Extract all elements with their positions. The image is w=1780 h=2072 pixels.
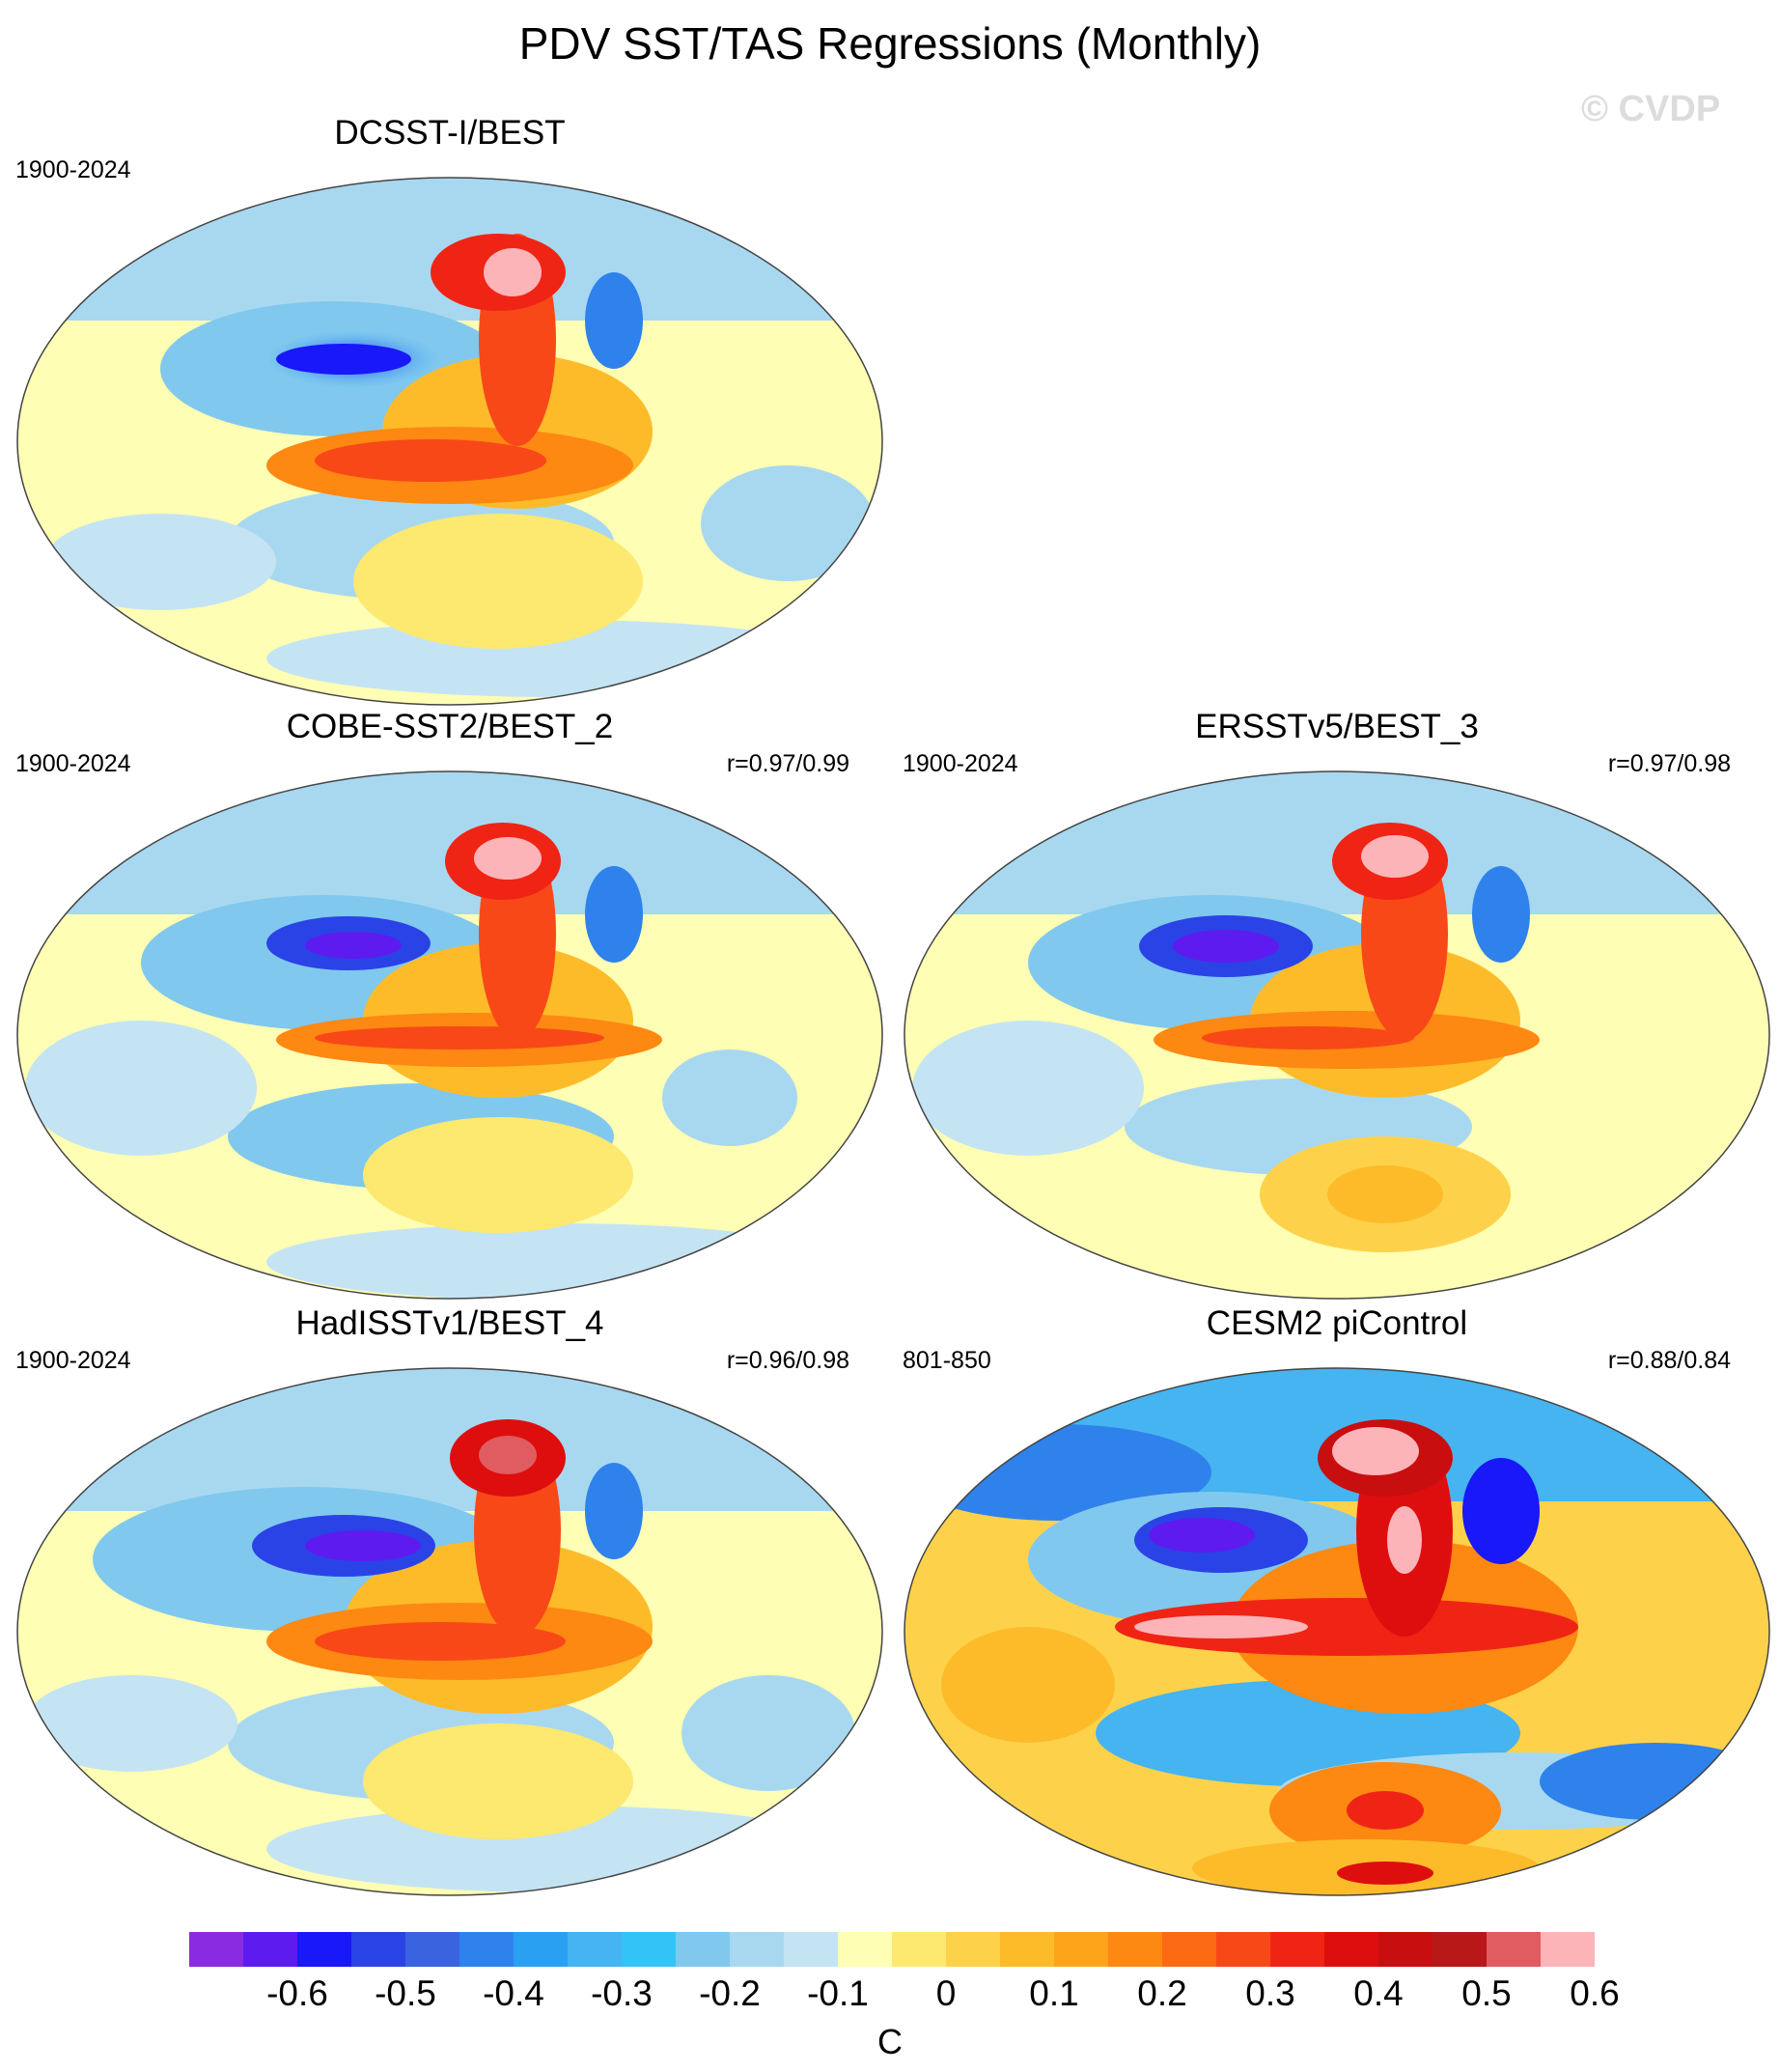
panel-correlation: r=0.97/0.99 bbox=[726, 750, 849, 777]
colorbar-swatch bbox=[622, 1932, 676, 1967]
colorbar-tick: -0.6 bbox=[266, 1974, 328, 2013]
colorbar-tick: 0.1 bbox=[1029, 1974, 1079, 2013]
map-panel-cobe: COBE-SST2/BEST_2 1900-2024 r=0.97/0.99 bbox=[15, 708, 883, 1300]
colorbar-units: C bbox=[877, 2022, 903, 2061]
colorbar-swatch bbox=[297, 1932, 351, 1967]
colorbar-swatch bbox=[1000, 1932, 1054, 1967]
panel-period: 1900-2024 bbox=[15, 156, 131, 183]
panel-correlation: r=0.96/0.98 bbox=[726, 1347, 849, 1374]
map-panel-hadisst: HadISSTv1/BEST_4 1900-2024 r=0.96/0.98 bbox=[15, 1304, 883, 1896]
colorbar-tick: 0.3 bbox=[1245, 1974, 1295, 2013]
map-panel-ersst: ERSSTv5/BEST_3 1900-2024 r=0.97/0.98 bbox=[903, 708, 1770, 1300]
figure-title: PDV SST/TAS Regressions (Monthly) bbox=[518, 18, 1262, 69]
panel-period: 801-850 bbox=[903, 1347, 991, 1374]
regression-map bbox=[16, 1367, 883, 1896]
colorbar-tick: 0.5 bbox=[1461, 1974, 1512, 2013]
colorbar-tick: -0.3 bbox=[591, 1974, 653, 2013]
panel-title: CESM2 piControl bbox=[1206, 1304, 1468, 1342]
colorbar-tick: -0.4 bbox=[483, 1974, 544, 2013]
colorbar-swatch bbox=[1324, 1932, 1378, 1967]
colorbar-tick: -0.2 bbox=[699, 1974, 761, 2013]
panel-period: 1900-2024 bbox=[15, 750, 131, 777]
colorbar-swatch bbox=[730, 1932, 784, 1967]
colorbar-swatch bbox=[838, 1932, 892, 1967]
panel-correlation: r=0.88/0.84 bbox=[1607, 1347, 1731, 1374]
colorbar-swatch bbox=[946, 1932, 1000, 1967]
map-panel-cesm2: CESM2 piControl 801-850 r=0.88/0.84 bbox=[903, 1304, 1770, 1896]
regression-map bbox=[904, 770, 1770, 1300]
colorbar-swatch bbox=[1378, 1932, 1432, 1967]
panel-title: DCSST-I/BEST bbox=[334, 114, 566, 152]
colorbar-swatch bbox=[459, 1932, 514, 1967]
colorbar-swatch bbox=[1108, 1932, 1162, 1967]
colorbar-swatch bbox=[243, 1932, 297, 1967]
colorbar-swatch bbox=[676, 1932, 730, 1967]
colorbar-tick-labels: -0.6 -0.5 -0.4 -0.3 -0.2 -0.1 0 0.1 0.2 0.3 0.4 0.5… bbox=[0, 1974, 1780, 2022]
colorbar-tick: 0.6 bbox=[1570, 1974, 1620, 2013]
panel-title: ERSSTv5/BEST_3 bbox=[1195, 708, 1479, 745]
colorbar-swatch bbox=[892, 1932, 946, 1967]
colorbar-swatch bbox=[405, 1932, 459, 1967]
colorbar-tick: 0 bbox=[935, 1974, 957, 2013]
panel-title: HadISSTv1/BEST_4 bbox=[295, 1304, 604, 1342]
regression-map bbox=[16, 770, 883, 1300]
colorbar-swatch bbox=[1216, 1932, 1270, 1967]
colorbar-tick: 0.4 bbox=[1353, 1974, 1404, 2013]
colorbar-swatch bbox=[1270, 1932, 1324, 1967]
colorbar-swatch bbox=[1541, 1932, 1595, 1967]
colorbar-swatch bbox=[189, 1932, 243, 1967]
colorbar-swatch bbox=[514, 1932, 568, 1967]
colorbar-swatch bbox=[1432, 1932, 1487, 1967]
colorbar-swatch bbox=[1487, 1932, 1541, 1967]
colorbar-tick: -0.1 bbox=[807, 1974, 869, 2013]
colorbar-swatch bbox=[784, 1932, 838, 1967]
regression-map bbox=[16, 177, 883, 706]
panel-correlation: r=0.97/0.98 bbox=[1607, 750, 1731, 777]
colorbar bbox=[189, 1932, 1595, 1967]
colorbar-swatch bbox=[351, 1932, 405, 1967]
colorbar-swatch bbox=[568, 1932, 622, 1967]
colorbar-swatch bbox=[1162, 1932, 1216, 1967]
copyright-watermark: © CVDP bbox=[1581, 89, 1721, 129]
panel-period: 1900-2024 bbox=[15, 1347, 131, 1374]
map-panel-dcsst: DCSST-I/BEST 1900-2024 bbox=[15, 114, 884, 706]
panel-title: COBE-SST2/BEST_2 bbox=[286, 708, 614, 745]
panel-period: 1900-2024 bbox=[903, 750, 1018, 777]
regression-map bbox=[904, 1367, 1770, 1896]
colorbar-tick: -0.5 bbox=[375, 1974, 436, 2013]
colorbar-tick: 0.2 bbox=[1137, 1974, 1187, 2013]
colorbar-swatch bbox=[1054, 1932, 1108, 1967]
